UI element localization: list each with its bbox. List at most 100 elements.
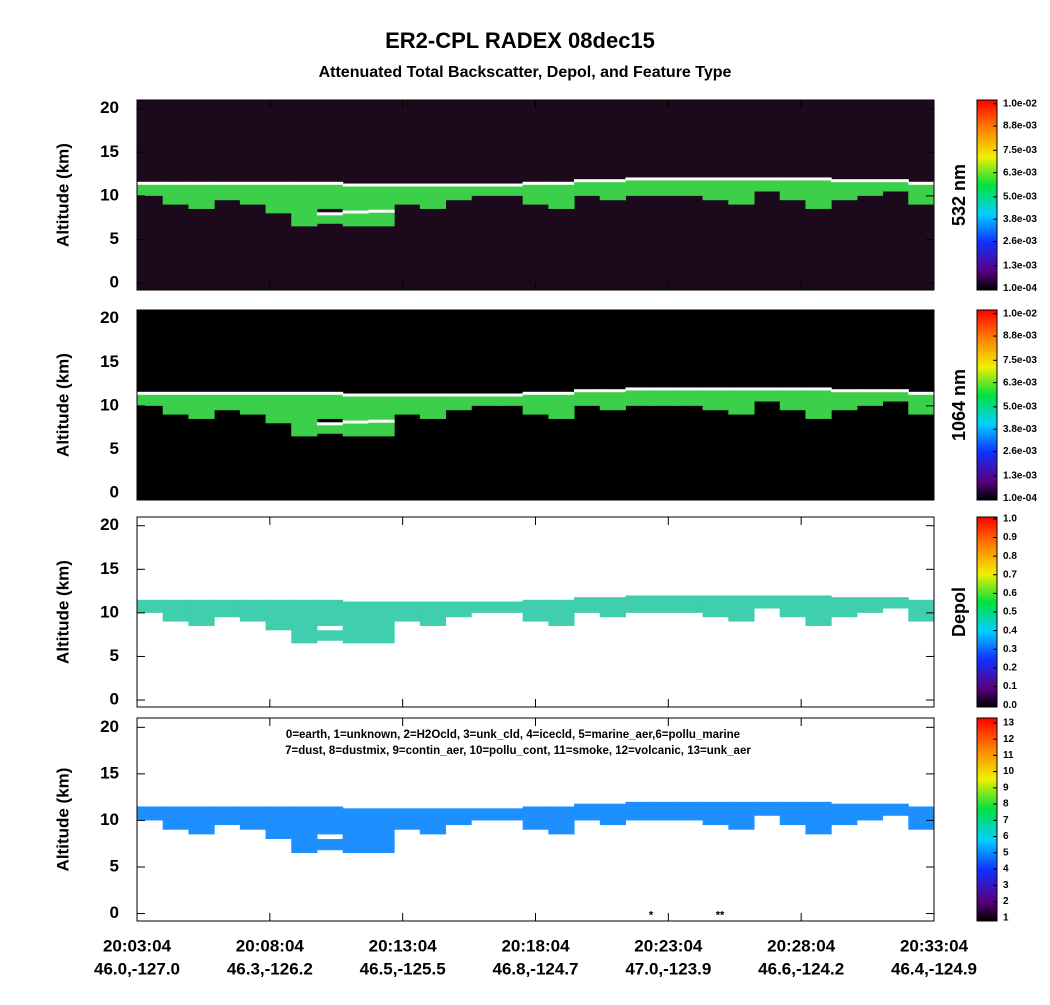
cloud-top (342, 420, 369, 424)
cloud-layer (471, 394, 498, 406)
cloud-layer (316, 839, 344, 851)
y-tick-label: 15 (100, 142, 119, 161)
cloud-top (291, 391, 318, 395)
x-tick-label: 20:08:04 (236, 936, 305, 955)
colorbar-tick-label: 1.0e-02 (1003, 98, 1037, 109)
y-tick-label: 10 (100, 395, 119, 414)
cloud-layer (882, 803, 909, 816)
y-axis-label: Altitude (km) (53, 768, 72, 872)
cloud-top (702, 387, 729, 391)
cloud-layer (856, 180, 884, 196)
cloud-top (316, 391, 344, 395)
cloud-layer (342, 628, 369, 644)
colorbar-tick-label: 6 (1003, 831, 1009, 842)
cloud-layer (574, 803, 601, 821)
cloud-layer (856, 597, 884, 613)
cloud-layer (805, 595, 832, 626)
cloud-layer (214, 182, 241, 201)
cloud-layer (291, 806, 318, 854)
cloud-layer (445, 394, 472, 411)
cloud-layer (831, 803, 858, 826)
colorbar-tick-label: 1 (1003, 912, 1009, 923)
cloud-layer (137, 182, 164, 196)
cloud-layer (651, 178, 678, 196)
title: ER2-CPL RADEX 08dec15 (385, 28, 655, 53)
subtitle: Attenuated Total Backscatter, Depol, and… (319, 64, 732, 81)
cloud-top (368, 209, 395, 213)
cloud-top (908, 391, 935, 395)
x-tick-label: 20:23:04 (634, 936, 703, 955)
cloud-layer (471, 808, 498, 821)
y-tick-label: 0 (110, 690, 119, 709)
x-tick-label: 20:13:04 (369, 936, 438, 955)
y-tick-label: 15 (100, 352, 119, 371)
cloud-top (419, 393, 447, 397)
cloud-layer (188, 806, 215, 835)
cloud-top (342, 393, 369, 397)
y-tick-label: 5 (110, 439, 119, 458)
cloud-layer (908, 182, 935, 205)
cloud-top (496, 393, 524, 397)
cloud-top (779, 387, 806, 391)
cloud-top (548, 391, 575, 395)
cloud-top (574, 179, 601, 183)
cloud-layer (291, 392, 318, 437)
colorbar-tick-label: 5.0e-03 (1003, 402, 1037, 413)
y-tick-label: 0 (110, 273, 119, 292)
colorbar-tick-label: 1.3e-03 (1003, 470, 1037, 481)
cloud-layer (702, 801, 729, 826)
cloud-layer (137, 392, 164, 406)
cloud-top (368, 419, 395, 423)
cloud-layer (625, 595, 652, 613)
colorbar-tick-label: 0.9 (1003, 532, 1017, 543)
colorbar-label: 1064 nm (949, 369, 969, 441)
cloud-top (162, 391, 189, 395)
y-tick-label: 0 (110, 903, 119, 922)
x-tick-label: 20:03:04 (103, 936, 172, 955)
colorbar-tick-label: 12 (1003, 734, 1015, 745)
cloud-layer (137, 599, 164, 613)
cloud-layer (522, 806, 549, 830)
cloud-top (265, 181, 292, 185)
cloud-layer (625, 178, 652, 196)
cloud-layer (316, 182, 344, 209)
y-tick-label: 10 (100, 185, 119, 204)
colorbar-tick-label: 1.0e-04 (1003, 493, 1037, 504)
cloud-layer (548, 392, 575, 419)
cloud-top (316, 422, 344, 426)
cloud-layer (805, 388, 832, 419)
cloud-layer (856, 803, 884, 821)
cloud-layer (651, 801, 678, 821)
colorbar-tick-label: 4 (1003, 864, 1009, 875)
cloud-layer (574, 597, 601, 613)
cloud-layer (908, 392, 935, 415)
cloud-layer (754, 595, 781, 609)
colorbar-tick-label: 0.6 (1003, 588, 1017, 599)
cloud-layer (908, 599, 935, 622)
cloud-top (625, 387, 652, 391)
cloud-layer (214, 806, 241, 826)
cloud-top (779, 177, 806, 181)
cloud-top (188, 391, 215, 395)
cloud-layer (419, 394, 447, 419)
cloud-top (239, 181, 267, 185)
cloud-layer (779, 595, 806, 618)
x-tick-label: 47.0,-123.9 (625, 959, 711, 978)
cloud-top (265, 391, 292, 395)
cloud-layer (676, 595, 704, 613)
cloud-top (137, 391, 164, 395)
cloud-layer (471, 601, 498, 613)
colorbar-tick-label: 1.0e-04 (1003, 283, 1037, 294)
colorbar-tick-label: 3 (1003, 880, 1009, 891)
cloud-layer (162, 599, 189, 622)
cloud-top (316, 181, 344, 185)
cloud-layer (676, 178, 704, 196)
y-tick-label: 0 (110, 483, 119, 502)
y-tick-label: 20 (100, 308, 119, 327)
cloud-layer (702, 595, 729, 618)
y-tick-label: 15 (100, 559, 119, 578)
cloud-top (214, 181, 241, 185)
cloud-layer (445, 184, 472, 201)
colorbar (976, 99, 998, 291)
cloud-layer (754, 388, 781, 402)
